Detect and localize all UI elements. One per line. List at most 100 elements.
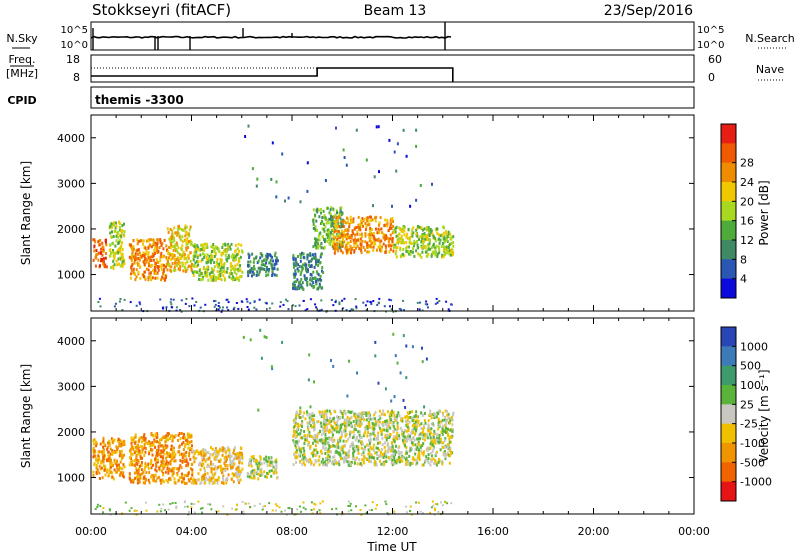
- heatmap-cell: [441, 462, 444, 466]
- heatmap-cell: [412, 430, 415, 434]
- heatmap-cell: [191, 471, 194, 475]
- heatmap-cell: [423, 405, 426, 409]
- heatmap-cell: [270, 263, 273, 267]
- heatmap-cell: [399, 457, 402, 461]
- heatmap-cell: [378, 223, 380, 227]
- heatmap-cell: [420, 234, 423, 238]
- heatmap-cell: [344, 429, 347, 433]
- heatmap-cell: [151, 453, 154, 457]
- heatmap-cell: [348, 449, 351, 453]
- heatmap-cell: [404, 406, 407, 409]
- heatmap-cell: [374, 507, 377, 510]
- colorbar-swatch: [721, 404, 736, 425]
- heatmap-cell: [434, 252, 437, 256]
- heatmap-cell: [395, 255, 398, 259]
- heatmap-cell: [427, 425, 430, 429]
- heatmap-cell: [378, 420, 381, 424]
- heatmap-cell: [197, 452, 200, 456]
- heatmap-cell: [118, 454, 121, 458]
- heatmap-cell: [214, 510, 217, 513]
- heatmap-cell: [134, 258, 136, 262]
- heatmap-cell: [417, 252, 420, 256]
- heatmap-cell: [441, 441, 443, 445]
- heatmap-cell: [433, 416, 436, 419]
- heatmap-cell: [362, 451, 365, 455]
- heatmap-cell: [320, 425, 323, 428]
- heatmap-cell: [238, 275, 241, 279]
- heatmap-cell: [389, 432, 392, 436]
- heatmap-cell: [143, 255, 146, 259]
- heatmap-cell: [322, 463, 324, 466]
- heatmap-cell: [315, 239, 318, 243]
- heatmap-cell: [267, 269, 270, 273]
- heatmap-cell: [192, 274, 195, 277]
- heatmap-cell: [102, 445, 104, 449]
- heatmap-cell: [201, 449, 204, 453]
- heatmap-cell: [338, 212, 341, 216]
- heatmap-cell: [155, 454, 157, 458]
- heatmap-cell: [265, 261, 268, 265]
- heatmap-cell: [346, 248, 349, 252]
- heatmap-cell: [427, 243, 429, 247]
- heatmap-cell: [202, 474, 205, 477]
- heatmap-cell: [145, 471, 148, 475]
- heatmap-cell: [239, 255, 242, 259]
- heatmap-cell: [182, 436, 185, 440]
- heatmap-cell: [95, 444, 98, 448]
- heatmap-cell: [163, 267, 166, 271]
- heatmap-cell: [437, 460, 440, 464]
- heatmap-cell: [133, 256, 136, 260]
- heatmap-cell: [452, 411, 455, 415]
- heatmap-cell: [330, 224, 333, 228]
- heatmap-cell: [373, 243, 376, 247]
- heatmap-cell: [204, 472, 206, 476]
- heatmap-cell: [108, 508, 111, 511]
- heatmap-cell: [333, 229, 336, 233]
- heatmap-cell: [425, 455, 428, 459]
- heatmap-cell: [326, 218, 329, 222]
- heatmap-cell: [179, 459, 182, 463]
- heatmap-cell: [122, 463, 125, 467]
- heatmap-cell: [190, 434, 193, 438]
- heatmap-cell: [446, 430, 448, 434]
- heatmap-cell: [444, 431, 447, 434]
- heatmap-cell: [231, 460, 233, 464]
- heatmap-cell: [149, 442, 152, 446]
- heatmap-cell: [152, 434, 155, 438]
- heatmap-cell: [191, 468, 194, 472]
- heatmap-cell: [109, 466, 112, 470]
- heatmap-cell: [430, 454, 433, 458]
- heatmap-cell: [269, 461, 272, 465]
- heatmap-cell: [178, 445, 181, 449]
- heatmap-cell: [167, 258, 169, 262]
- heatmap-cell: [143, 263, 146, 267]
- heatmap-cell: [109, 447, 112, 451]
- heatmap-cell: [198, 269, 201, 273]
- heatmap-cell: [397, 449, 400, 453]
- heatmap-cell: [323, 426, 326, 430]
- heatmap-cell: [427, 252, 430, 256]
- heatmap-cell: [192, 477, 195, 481]
- heatmap-cell: [343, 455, 346, 459]
- heatmap-cell: [316, 229, 319, 232]
- heatmap-cell: [137, 252, 139, 256]
- heatmap-cell: [384, 453, 387, 456]
- heatmap-cell: [399, 248, 402, 252]
- colorbar-tick-label: 20: [740, 195, 754, 208]
- heatmap-cell: [328, 419, 331, 423]
- heatmap-cell: [147, 254, 150, 257]
- heatmap-cell: [381, 245, 383, 249]
- heatmap-cell: [184, 224, 187, 228]
- heatmap-cell: [119, 460, 122, 464]
- heatmap-cell: [264, 505, 266, 508]
- heatmap-cell: [213, 481, 216, 485]
- heatmap-cell: [171, 240, 174, 244]
- heatmap-cell: [307, 425, 310, 429]
- heatmap-cell: [385, 460, 388, 464]
- heatmap-cell: [102, 511, 104, 514]
- heatmap-cell: [382, 409, 385, 413]
- heatmap-cell: [443, 235, 446, 239]
- heatmap-cell: [221, 309, 224, 312]
- heatmap-cell: [195, 260, 198, 264]
- heatmap-cell: [295, 434, 298, 438]
